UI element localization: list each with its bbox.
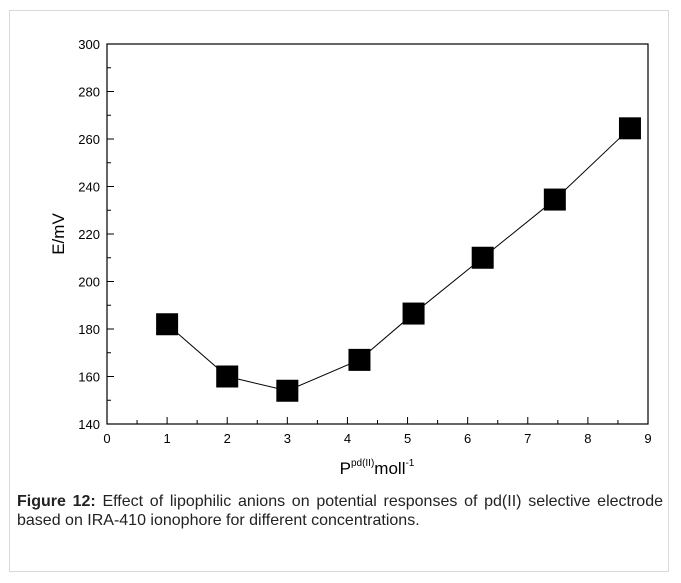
x-tick-label: 8 xyxy=(584,431,591,446)
caption-label: Figure 12: xyxy=(17,493,96,510)
x-tick-label: 1 xyxy=(163,431,170,446)
y-tick-label: 140 xyxy=(78,417,100,432)
x-axis-title: Ppd(II)moll-1 xyxy=(340,458,415,478)
y-tick-label: 180 xyxy=(78,322,100,337)
x-tick-label: 7 xyxy=(524,431,531,446)
x-tick-label: 5 xyxy=(404,431,411,446)
x-axis-title-unit: moll xyxy=(374,459,405,478)
figure-caption: Figure 12: Effect of lipophilic anions o… xyxy=(17,492,663,530)
data-point-marker xyxy=(402,302,425,325)
y-tick-label: 280 xyxy=(78,85,100,100)
axis-ticks xyxy=(106,43,649,425)
figure-frame xyxy=(9,10,669,572)
caption-text: Effect of lipophilic anions on potential… xyxy=(17,493,663,529)
axis-tick-labels: 0 1 2 3 4 5 6 7 8 9 140 160 180 200 220 240 260 280 300 xyxy=(78,37,651,446)
y-tick-label: 260 xyxy=(78,132,100,147)
x-axis-title-base: P xyxy=(340,459,351,478)
data-point-marker xyxy=(471,246,494,269)
x-axis-title-unit-superscript: -1 xyxy=(405,458,414,469)
chart: 0 1 2 3 4 5 6 7 8 9 140 160 180 200 220 240 260 280 300 E/… xyxy=(49,37,652,478)
series-markers xyxy=(156,117,641,402)
y-tick-label: 300 xyxy=(78,37,100,52)
x-tick-label: 6 xyxy=(464,431,471,446)
y-tick-label: 240 xyxy=(78,180,100,195)
y-tick-label: 220 xyxy=(78,227,100,242)
data-point-marker xyxy=(276,379,299,402)
x-tick-label: 2 xyxy=(224,431,231,446)
data-point-marker xyxy=(348,348,371,371)
data-point-marker xyxy=(543,188,566,211)
plot-area xyxy=(106,43,649,425)
data-point-marker xyxy=(156,313,179,336)
x-tick-label: 3 xyxy=(284,431,291,446)
y-tick-label: 200 xyxy=(78,275,100,290)
x-tick-label: 0 xyxy=(103,431,110,446)
x-axis-title-superscript: pd(II) xyxy=(351,458,374,469)
data-point-marker xyxy=(618,117,641,140)
y-tick-label: 160 xyxy=(78,370,100,385)
y-axis-title: E/mV xyxy=(49,213,68,255)
data-point-marker xyxy=(216,365,239,388)
series-line xyxy=(166,127,631,392)
x-tick-label: 9 xyxy=(644,431,651,446)
x-tick-label: 4 xyxy=(344,431,351,446)
